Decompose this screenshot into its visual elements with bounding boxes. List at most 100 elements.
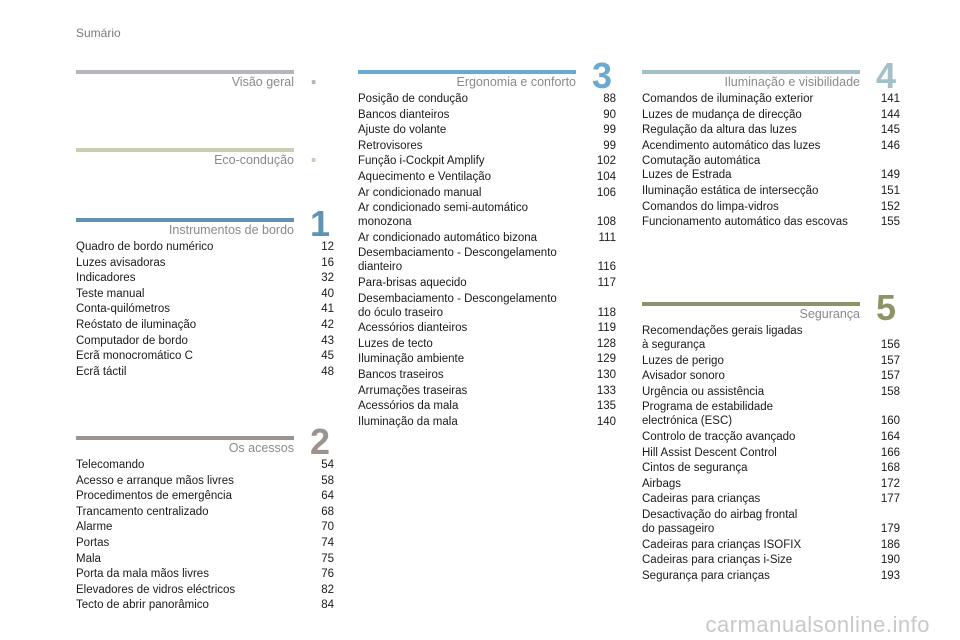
toc-entry-label: Acendimento automático das luzes	[642, 139, 821, 152]
toc-entry[interactable]: Posição de condução 88	[358, 92, 616, 106]
toc-entry[interactable]: Hill Assist Descent Control 166	[642, 446, 900, 460]
toc-entry[interactable]: Segurança para crianças 193	[642, 569, 900, 583]
toc-entry-label: Desembaciamento - Descongelamento do ócu…	[358, 292, 557, 319]
toc-entry[interactable]: Iluminação ambiente 129	[358, 352, 616, 366]
toc-entry[interactable]: Cadeiras para crianças ISOFIX 186	[642, 538, 900, 552]
toc-entry[interactable]: Luzes de perigo 157	[642, 354, 900, 368]
toc-entry-label: Ecrã táctil	[76, 365, 127, 378]
toc-entry[interactable]: Acessórios da mala 135	[358, 399, 616, 413]
toc-entry[interactable]: Ar condicionado semi-automático monozona…	[358, 201, 616, 229]
toc-entry-page: 119	[597, 322, 616, 335]
toc-entry-label: Avisador sonoro	[642, 370, 725, 383]
toc-entry-page: 146	[880, 139, 900, 152]
toc-entry[interactable]: Elevadores de vidros eléctricos 82	[76, 583, 334, 597]
section-title: Visão geral	[231, 75, 294, 89]
toc-entry[interactable]: Bancos traseiros 130	[358, 368, 616, 382]
toc-entry-page: 133	[596, 384, 616, 397]
toc-entry[interactable]: Aquecimento e Ventilação 104	[358, 170, 616, 184]
toc-entry-page: 102	[596, 155, 616, 168]
toc-entry[interactable]: Comandos do limpa-vidros 152	[642, 200, 900, 214]
toc-entry[interactable]: Teste manual 40	[76, 287, 334, 301]
toc-entry-page: 16	[321, 256, 334, 269]
toc-entry[interactable]: Procedimentos de emergência 64	[76, 489, 334, 503]
toc-entry-label: Cadeiras para crianças i-Size	[642, 554, 793, 567]
toc-entry-page: 41	[321, 303, 334, 316]
toc-entry[interactable]: Cintos de segurança 168	[642, 461, 900, 475]
toc-entry-page: 64	[321, 490, 334, 503]
toc-list: Telecomando 54 Acesso e arranque mãos livr…	[76, 458, 334, 612]
toc-entry[interactable]: Bancos dianteiros 90	[358, 108, 616, 122]
toc-entry-label: Função i-Cockpit Amplify	[358, 155, 485, 168]
toc-entry[interactable]: Iluminação estática de intersecção 151	[642, 184, 900, 198]
toc-entry-label: Hill Assist Descent Control	[642, 446, 777, 459]
toc-entry[interactable]: Quadro de bordo numérico 12	[76, 240, 334, 254]
section-color-bar	[642, 70, 860, 74]
toc-entry[interactable]: Retrovisores 99	[358, 139, 616, 153]
toc-entry[interactable]: Desembaciamento - Descongelamento do ócu…	[358, 292, 616, 320]
toc-entry-page: 160	[880, 415, 900, 428]
toc-entry[interactable]: Reóstato de iluminação 42	[76, 318, 334, 332]
toc-entry-page: 99	[603, 139, 616, 152]
toc-entry[interactable]: Luzes de mudança de direcção 144	[642, 108, 900, 122]
toc-entry-label: Telecomando	[76, 459, 145, 471]
toc-entry[interactable]: Cadeiras para crianças 177	[642, 492, 900, 506]
toc-entry[interactable]: Ecrã monocromático C 45	[76, 349, 334, 363]
toc-entry[interactable]: Cadeiras para crianças i-Size 190	[642, 553, 900, 567]
toc-entry-page: 42	[321, 318, 334, 331]
toc-entry[interactable]: Iluminação da mala 140	[358, 415, 616, 429]
toc-entry[interactable]: Urgência ou assistência 158	[642, 385, 900, 399]
toc-entry[interactable]: Ar condicionado automático bizona 111	[358, 231, 616, 245]
toc-entry-page: 130	[596, 368, 616, 381]
toc-entry[interactable]: Arrumações traseiras 133	[358, 384, 616, 398]
toc-entry[interactable]: Conta-quilómetros 41	[76, 302, 334, 316]
section-number: .	[310, 60, 318, 90]
toc-entry-page: 135	[596, 400, 616, 413]
toc-entry[interactable]: Airbags 172	[642, 477, 900, 491]
toc-entry[interactable]: Comandos de iluminação exterior 141	[642, 92, 900, 106]
toc-entry[interactable]: Acendimento automático das luzes 146	[642, 139, 900, 153]
toc-entry[interactable]: Luzes avisadoras 16	[76, 256, 334, 270]
toc-entry[interactable]: Computador de bordo 43	[76, 334, 334, 348]
toc-list: Posição de condução 88 Bancos dianteiros 90…	[358, 92, 616, 429]
section-eco-conducao: Eco-condução.	[76, 140, 317, 170]
toc-entry-label: Posição de condução	[358, 93, 468, 105]
toc-entry[interactable]: Regulação da altura das luzes 145	[642, 123, 900, 137]
toc-entry[interactable]: Luzes de tecto 128	[358, 337, 616, 351]
toc-entry-page: 144	[880, 108, 900, 121]
toc-entry[interactable]: Ajuste do volante 99	[358, 123, 616, 137]
toc-entry[interactable]: Desactivação do airbag frontal do passag…	[642, 508, 900, 536]
section-title: Instrumentos de bordo	[168, 223, 294, 237]
toc-entry[interactable]: Desembaciamento - Descongelamento diante…	[358, 246, 616, 274]
toc-entry-label: Airbags	[642, 477, 681, 490]
toc-entry[interactable]: Portas 74	[76, 536, 334, 550]
toc-entry[interactable]: Funcionamento automático das escovas 155	[642, 215, 900, 229]
section-header: Ergonomia e conforto 3	[358, 58, 612, 94]
toc-entry-label: Trancamento centralizado	[76, 505, 209, 518]
toc-entry[interactable]: Ecrã táctil 48	[76, 365, 334, 379]
toc-entry[interactable]: Tecto de abrir panorâmico 84	[76, 598, 334, 612]
toc-entry-page: 128	[596, 337, 616, 350]
toc-entry-label: Acessórios da mala	[358, 400, 459, 413]
toc-entry-page: 32	[321, 272, 334, 285]
toc-entry[interactable]: Trancamento centralizado 68	[76, 505, 334, 519]
toc-entry[interactable]: Programa de estabilidade electrónica (ES…	[642, 400, 900, 428]
toc-entry[interactable]: Para-brisas aquecido 117	[358, 276, 616, 290]
toc-entry[interactable]: Porta da mala mãos livres 76	[76, 567, 334, 581]
toc-entry[interactable]: Controlo de tracção avançado 164	[642, 430, 900, 444]
toc-entry[interactable]: Alarme 70	[76, 520, 334, 534]
toc-entry[interactable]: Acesso e arranque mãos livres 58	[76, 474, 334, 488]
toc-entry[interactable]: Avisador sonoro 157	[642, 369, 900, 383]
toc-entry-page: 58	[321, 474, 334, 487]
toc-entry[interactable]: Função i-Cockpit Amplify 102	[358, 154, 616, 168]
toc-entry-page: 74	[321, 536, 334, 549]
watermark: carmanualsonline.info	[705, 612, 930, 637]
toc-entry[interactable]: Telecomando 54	[76, 458, 334, 472]
toc-entry[interactable]: Mala 75	[76, 552, 334, 566]
toc-entry[interactable]: Comutação automática Luzes de Estrada 149	[642, 154, 900, 182]
toc-entry[interactable]: Ar condicionado manual 106	[358, 186, 616, 200]
toc-entry-label: Elevadores de vidros eléctricos	[76, 583, 236, 596]
toc-entry[interactable]: Recomendações gerais ligadas à segurança…	[642, 324, 900, 352]
toc-entry[interactable]: Indicadores 32	[76, 271, 334, 285]
toc-entry[interactable]: Acessórios dianteiros 119	[358, 321, 616, 335]
toc-entry-page: 193	[880, 569, 900, 582]
